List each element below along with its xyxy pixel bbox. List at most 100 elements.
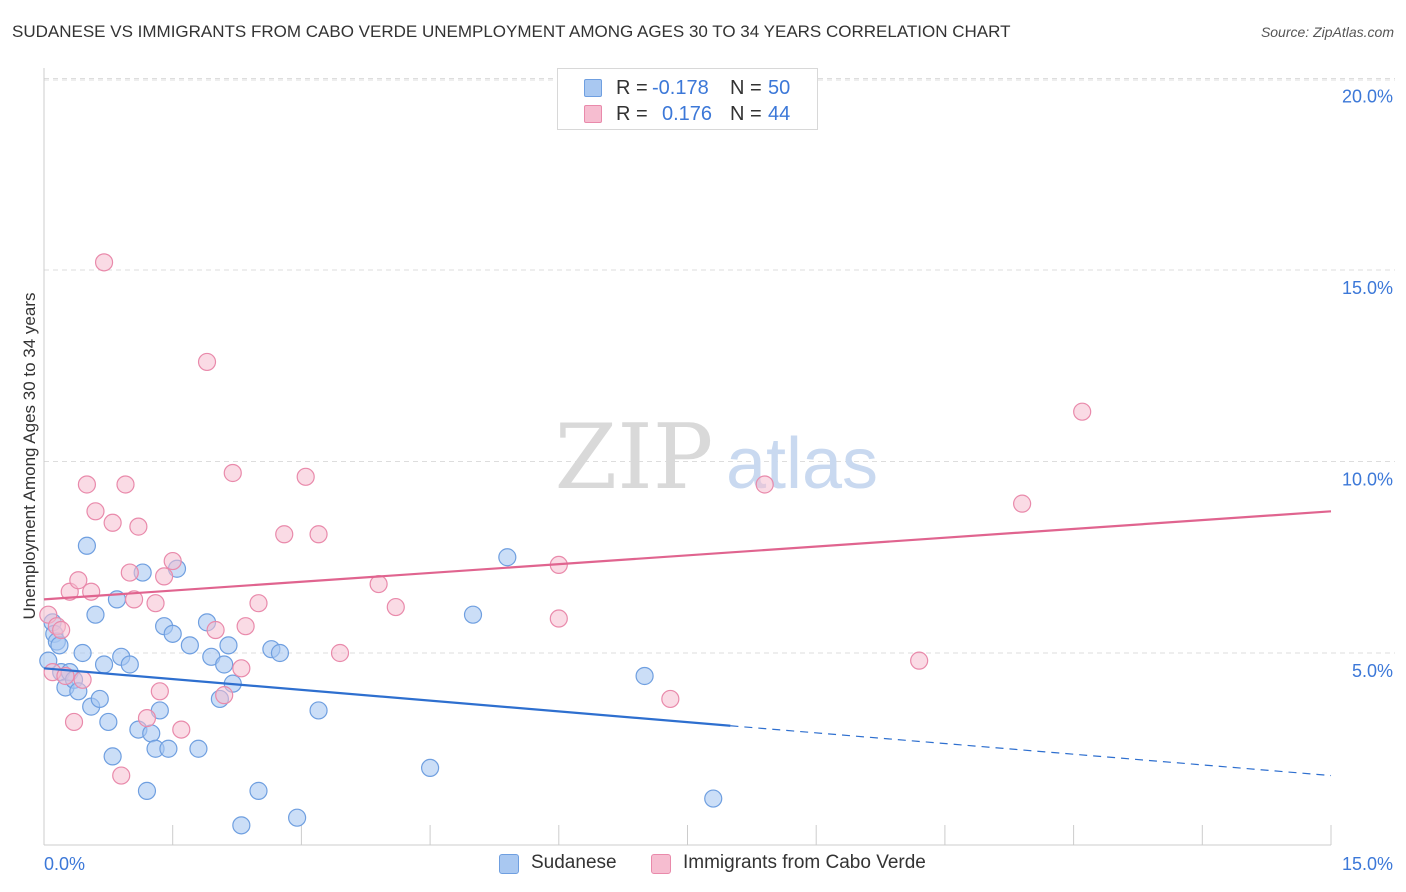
correlation-legend: R = -0.178 N = 50 R = 0.176 N = 44 xyxy=(557,68,818,130)
cabo-verde-point xyxy=(755,475,774,494)
cabo-verde-point xyxy=(86,502,105,521)
cabo-verde-point xyxy=(120,563,139,582)
cabo-verde-point xyxy=(223,463,242,483)
legend-r-value: -0.178 xyxy=(652,77,709,99)
cabo-verde-trend-line xyxy=(43,510,1332,601)
sudanese-trend-line-extension xyxy=(730,725,1332,777)
cabo-verde-point xyxy=(73,670,92,689)
legend-n-value: 50 xyxy=(768,77,791,99)
cabo-verde-point xyxy=(275,525,294,544)
sudanese-point xyxy=(215,655,234,674)
cabo-verde-point xyxy=(163,551,182,571)
cabo-verde-point xyxy=(129,517,148,536)
y-tick-label: 5.0% xyxy=(1352,661,1393,681)
sudanese-point xyxy=(270,643,290,663)
legend-swatch-sudanese xyxy=(499,854,519,874)
cabo-verde-point xyxy=(369,574,388,594)
y-tick-label: 10.0% xyxy=(1342,470,1393,490)
cabo-verde-point xyxy=(116,475,135,494)
sudanese-point xyxy=(309,701,328,720)
cabo-verde-points xyxy=(39,253,1092,785)
y-axis-label: Unemployment Among Ages 30 to 34 years xyxy=(20,292,39,620)
cabo-verde-point xyxy=(150,682,169,701)
cabo-verde-point xyxy=(206,620,225,640)
cabo-verde-point xyxy=(386,597,405,617)
legend-n-value: 44 xyxy=(768,103,791,125)
sudanese-point xyxy=(142,724,161,743)
cabo-verde-point xyxy=(236,617,255,636)
sudanese-point xyxy=(73,643,92,663)
sudanese-point xyxy=(189,739,208,758)
cabo-verde-point xyxy=(77,475,97,494)
sudanese-point xyxy=(288,808,307,827)
cabo-verde-point xyxy=(661,689,680,709)
cabo-verde-point xyxy=(172,720,191,739)
legend-r-label: R = xyxy=(616,77,648,99)
sudanese-point xyxy=(50,636,69,655)
sudanese-point xyxy=(421,758,440,778)
cabo-verde-point xyxy=(296,467,315,486)
sudanese-point xyxy=(180,636,199,655)
chart-title: SUDANESE VS IMMIGRANTS FROM CABO VERDE U… xyxy=(12,22,1011,41)
cabo-verde-point xyxy=(56,666,75,686)
sudanese-point xyxy=(77,536,97,555)
legend-label-sudanese: Sudanese xyxy=(531,852,617,873)
cabo-verde-point xyxy=(112,766,131,785)
cabo-verde-point xyxy=(94,253,114,272)
x-tick-label: 0.0% xyxy=(44,854,85,874)
watermark: ZIP atlas xyxy=(555,405,878,510)
sudanese-point xyxy=(94,655,114,674)
cabo-verde-point xyxy=(1013,494,1032,513)
cabo-verde-point xyxy=(197,352,217,372)
cabo-verde-point xyxy=(910,651,929,670)
sudanese-point xyxy=(99,712,118,732)
legend-swatch-cabo-verde xyxy=(584,105,602,123)
cabo-verde-point xyxy=(1073,402,1092,421)
sudanese-point xyxy=(163,624,182,643)
source-label: Source: ZipAtlas.com xyxy=(1260,24,1394,40)
sudanese-point xyxy=(86,605,105,624)
sudanese-point xyxy=(635,666,654,686)
sudanese-point xyxy=(219,636,238,655)
cabo-verde-point xyxy=(124,590,144,609)
cabo-verde-point xyxy=(52,620,71,640)
x-tick-label: 15.0% xyxy=(1342,854,1393,874)
sudanese-point xyxy=(159,739,178,758)
sudanese-point xyxy=(137,781,157,800)
axes xyxy=(43,68,1332,846)
y-tick-label: 15.0% xyxy=(1342,278,1393,298)
legend-label-cabo-verde: Immigrants from Cabo Verde xyxy=(683,852,926,873)
sudanese-point xyxy=(232,816,251,835)
sudanese-point xyxy=(249,781,268,800)
sudanese-trend-line xyxy=(43,667,731,727)
legend-swatch-cabo-verde xyxy=(651,854,671,874)
watermark-zip: ZIP xyxy=(555,405,714,510)
cabo-verde-point xyxy=(155,567,174,586)
cabo-verde-point xyxy=(215,686,234,705)
watermark-atlas: atlas xyxy=(726,424,878,504)
cabo-verde-point xyxy=(64,712,84,732)
legend-swatch-sudanese xyxy=(584,79,602,97)
tick-labels: 5.0% 10.0% 15.0% 20.0% 0.0% 15.0% xyxy=(44,87,1393,875)
legend-n-label: N = xyxy=(730,103,762,125)
gridlines xyxy=(44,78,1395,654)
sudanese-point xyxy=(463,605,483,624)
cabo-verde-point xyxy=(309,525,328,544)
sudanese-point xyxy=(120,655,139,674)
sudanese-point xyxy=(90,689,109,709)
cabo-verde-point xyxy=(549,609,568,628)
cabo-verde-point xyxy=(82,582,101,601)
cabo-verde-point xyxy=(330,643,350,663)
sudanese-point xyxy=(498,548,517,567)
legend-r-value: 0.176 xyxy=(662,103,713,125)
cabo-verde-point xyxy=(232,659,251,678)
cabo-verde-point xyxy=(137,709,157,728)
trend-lines xyxy=(43,510,1332,777)
cabo-verde-point xyxy=(249,594,268,613)
cabo-verde-point xyxy=(146,594,165,613)
cabo-verde-point xyxy=(103,513,122,532)
cabo-verde-point xyxy=(69,571,88,590)
y-tick-label: 20.0% xyxy=(1342,87,1393,107)
legend-n-label: N = xyxy=(730,77,762,99)
